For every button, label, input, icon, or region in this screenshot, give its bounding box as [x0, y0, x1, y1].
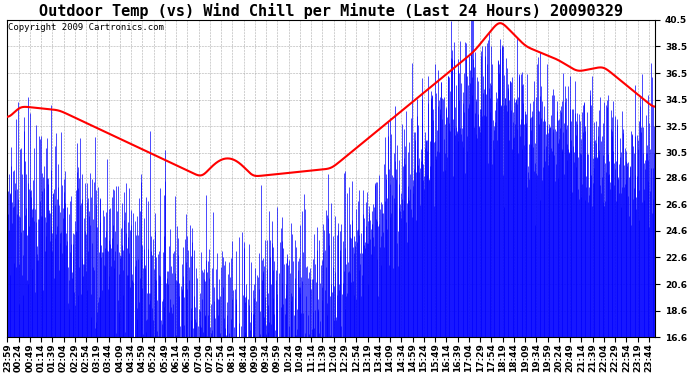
- Text: Copyright 2009 Cartronics.com: Copyright 2009 Cartronics.com: [8, 23, 164, 32]
- Title: Outdoor Temp (vs) Wind Chill per Minute (Last 24 Hours) 20090329: Outdoor Temp (vs) Wind Chill per Minute …: [39, 3, 623, 19]
